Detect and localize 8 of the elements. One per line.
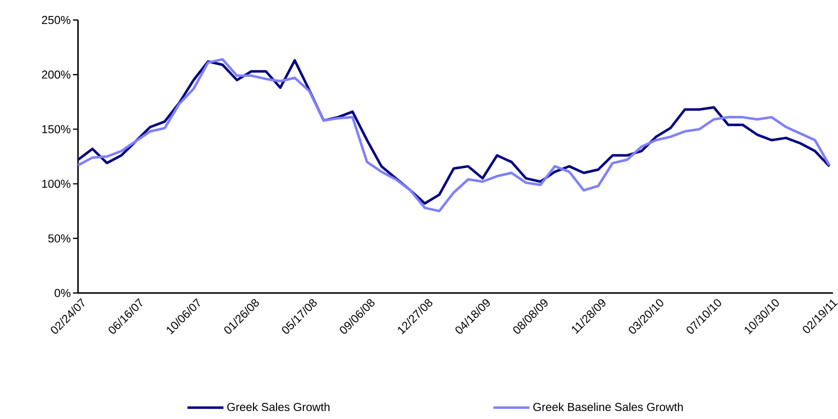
- y-tick-label: 0%: [54, 288, 70, 298]
- y-tick-label: 250%: [42, 16, 70, 24]
- y-tick-label: 50%: [48, 234, 70, 242]
- y-tick-label: 100%: [42, 180, 70, 188]
- y-tick-label: 200%: [42, 70, 70, 79]
- legend-label: Greek Sales Growth: [227, 402, 330, 412]
- legend-label: Greek Baseline Sales Growth: [533, 402, 683, 412]
- y-tick-label: 150%: [42, 125, 70, 134]
